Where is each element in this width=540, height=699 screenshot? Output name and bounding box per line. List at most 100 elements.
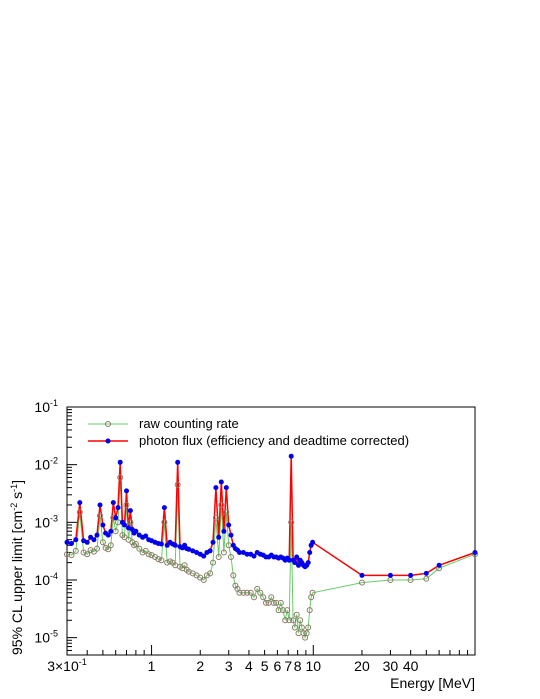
- raw-rate-point: [268, 594, 275, 601]
- raw-rate-point: [298, 624, 305, 631]
- raw-rate-point: [94, 545, 100, 552]
- raw-rate-point: [277, 599, 284, 606]
- raw-rate-point: [280, 607, 286, 614]
- photon-flux-point: [143, 533, 149, 539]
- x-tick-label: 1: [148, 658, 156, 674]
- raw-rate-point: [72, 547, 79, 554]
- photon-flux-point: [124, 488, 129, 494]
- raw-rate-point: [215, 554, 222, 560]
- photon-flux-point: [359, 572, 365, 578]
- photon-flux-point: [218, 479, 224, 485]
- raw-rate-point: [80, 549, 87, 556]
- photon-flux-point: [244, 551, 250, 557]
- photon-flux-point: [251, 553, 257, 559]
- series-photon-points: [64, 453, 478, 578]
- axis-ticks: [66, 406, 469, 656]
- raw-rate-point: [158, 557, 165, 564]
- photon-flux-point: [113, 515, 119, 521]
- photon-flux-point: [69, 541, 74, 546]
- photon-flux-point: [237, 550, 242, 555]
- raw-rate-point: [244, 589, 251, 596]
- y-tick-label: 10-1: [34, 398, 58, 415]
- photon-flux-point: [310, 539, 316, 545]
- raw-rate-point: [223, 509, 230, 516]
- raw-rate-point: [306, 607, 313, 614]
- raw-rate-point: [136, 545, 143, 552]
- raw-rate-point: [291, 624, 298, 631]
- x-tick-label: 7: [284, 658, 292, 674]
- raw-rate-point: [251, 594, 257, 601]
- photon-flux-point: [127, 508, 133, 514]
- raw-rate-point: [270, 599, 277, 606]
- raw-rate-point: [161, 519, 168, 526]
- series-raw-points: [64, 474, 478, 641]
- raw-rate-point: [263, 599, 269, 606]
- photon-flux-point: [100, 522, 106, 528]
- photon-flux-point: [436, 562, 442, 568]
- y-tick-label: 10-4: [34, 571, 58, 588]
- raw-rate-point: [220, 549, 227, 556]
- raw-rate-point: [97, 512, 103, 519]
- photon-flux-point: [133, 528, 139, 534]
- photon-flux-point: [117, 459, 123, 465]
- raw-rate-point: [257, 589, 264, 596]
- photon-flux-point: [305, 560, 311, 566]
- photon-flux-point: [408, 572, 414, 578]
- raw-rate-point: [155, 556, 162, 563]
- photon-flux-point: [172, 542, 178, 548]
- photon-flux-point: [423, 570, 429, 576]
- x-tick-label: 3×10-1: [47, 657, 87, 674]
- photon-flux-point: [221, 528, 227, 534]
- photon-flux-point: [108, 528, 114, 534]
- raw-rate-point: [107, 542, 114, 549]
- photon-flux-point: [228, 532, 234, 538]
- raw-rate-point: [240, 589, 247, 596]
- legend-photon-label: photon flux (efficiency and deadtime cor…: [139, 433, 409, 448]
- raw-rate-point: [174, 481, 181, 488]
- raw-rate-point: [87, 547, 94, 554]
- x-tick-label: 4: [245, 658, 253, 674]
- raw-rate-point: [305, 624, 312, 631]
- raw-rate-point: [218, 502, 225, 508]
- y-axis-title-sup1: -2: [9, 503, 19, 511]
- photon-flux-point: [292, 560, 298, 566]
- raw-rate-point: [303, 630, 310, 637]
- raw-rate-point: [132, 541, 139, 547]
- x-tick-label: 10: [305, 658, 321, 674]
- raw-rate-point: [275, 607, 282, 614]
- raw-rate-point: [139, 549, 146, 556]
- legend-raw-marker: [105, 421, 111, 427]
- photon-flux-point: [122, 522, 127, 528]
- x-tick-labels: 3×10-1 1 2 3 4 5 6 7 8 10 20 30 40: [47, 657, 418, 674]
- photon-flux-point: [387, 572, 393, 578]
- raw-rate-point: [212, 514, 219, 521]
- y-tick-label: 10-2: [34, 456, 58, 473]
- raw-rate-point: [90, 548, 97, 555]
- raw-rate-point: [129, 539, 136, 546]
- raw-rate-point: [127, 519, 134, 526]
- raw-rate-point: [99, 539, 106, 546]
- raw-rate-point: [293, 611, 300, 618]
- raw-rate-point: [260, 594, 267, 601]
- photon-flux-point: [64, 539, 70, 545]
- photon-flux-point: [294, 554, 300, 560]
- photon-flux-point: [296, 562, 301, 568]
- legend: raw counting rate photon flux (efficienc…: [88, 416, 409, 448]
- x-tick-label: 8: [294, 658, 302, 674]
- photon-flux-point: [77, 500, 83, 506]
- photon-flux-point: [223, 485, 229, 491]
- photon-flux-point: [110, 500, 116, 506]
- y-tick-label: 10-3: [34, 513, 58, 530]
- photon-flux-point: [210, 539, 216, 545]
- photon-flux-point: [158, 541, 164, 547]
- raw-rate-point: [247, 589, 254, 596]
- photon-flux-point: [175, 459, 181, 465]
- raw-rate-point: [309, 589, 316, 596]
- raw-rate-point: [200, 577, 207, 583]
- raw-rate-point: [84, 551, 91, 558]
- y-axis-title: 95% CL upper limit [cm-2 s-1]: [9, 480, 25, 655]
- x-tick-label: 30: [383, 658, 399, 674]
- raw-rate-point: [297, 617, 304, 624]
- photon-flux-point: [207, 548, 213, 554]
